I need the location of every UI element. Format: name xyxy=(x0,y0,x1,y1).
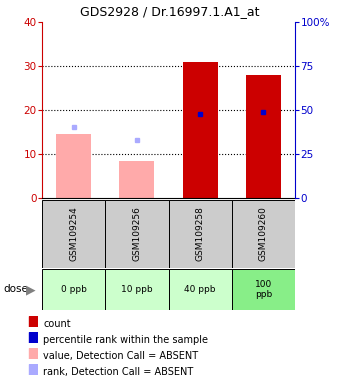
Text: value, Detection Call = ABSENT: value, Detection Call = ABSENT xyxy=(43,351,198,361)
Bar xyxy=(232,269,295,310)
Bar xyxy=(169,269,232,310)
Bar xyxy=(119,161,154,198)
Bar xyxy=(232,200,295,268)
Text: 10 ppb: 10 ppb xyxy=(121,285,153,294)
Bar xyxy=(42,200,105,268)
Text: 0 ppb: 0 ppb xyxy=(61,285,87,294)
Text: count: count xyxy=(43,319,71,329)
Text: GSM109254: GSM109254 xyxy=(69,207,78,262)
Bar xyxy=(56,134,91,198)
Bar xyxy=(105,269,169,310)
Text: dose: dose xyxy=(3,285,28,295)
Text: GSM109258: GSM109258 xyxy=(195,207,205,262)
Text: GSM109256: GSM109256 xyxy=(132,207,141,262)
Bar xyxy=(42,269,105,310)
Bar xyxy=(105,200,169,268)
Text: GSM109260: GSM109260 xyxy=(259,207,268,262)
Text: rank, Detection Call = ABSENT: rank, Detection Call = ABSENT xyxy=(43,367,193,377)
Text: ▶: ▶ xyxy=(26,283,35,296)
Text: 40 ppb: 40 ppb xyxy=(184,285,216,294)
Text: 100
ppb: 100 ppb xyxy=(255,280,272,299)
Text: GDS2928 / Dr.16997.1.A1_at: GDS2928 / Dr.16997.1.A1_at xyxy=(80,5,260,18)
Bar xyxy=(246,75,281,198)
Bar xyxy=(183,61,218,198)
Text: percentile rank within the sample: percentile rank within the sample xyxy=(43,335,208,345)
Bar xyxy=(169,200,232,268)
